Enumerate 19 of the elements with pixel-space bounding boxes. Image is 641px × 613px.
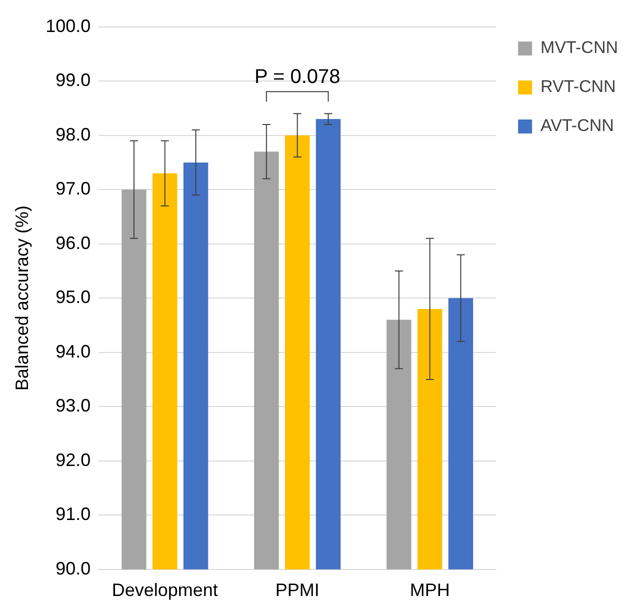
y-tick-label: 96.0 (56, 232, 91, 253)
y-tick-label: 93.0 (56, 396, 91, 416)
legend-label: AVT-CNN (540, 116, 614, 136)
y-tick-label: 95.0 (56, 287, 91, 308)
y-tick-label: 99.0 (56, 70, 91, 90)
y-tick-label: 100.0 (46, 16, 91, 36)
annotation: P = 0.078 (254, 66, 340, 88)
x-tick-label: PPMI (275, 580, 320, 600)
x-tick-label: MPH (410, 580, 450, 600)
legend-label: RVT-CNN (540, 77, 616, 96)
x-tick-label: Development (112, 580, 218, 600)
y-tick-label: 90.0 (56, 558, 91, 578)
y-tick-label: 98.0 (56, 124, 91, 144)
y-axis-title: Balanced accuracy (%) (12, 206, 32, 391)
y-tick-label: 94.0 (56, 341, 91, 362)
y-tick-label: 91.0 (56, 504, 91, 524)
y-tick-label: 97.0 (56, 178, 91, 199)
legend-label: MVT-CNN (540, 38, 618, 58)
y-tick-label: 92.0 (56, 450, 91, 470)
